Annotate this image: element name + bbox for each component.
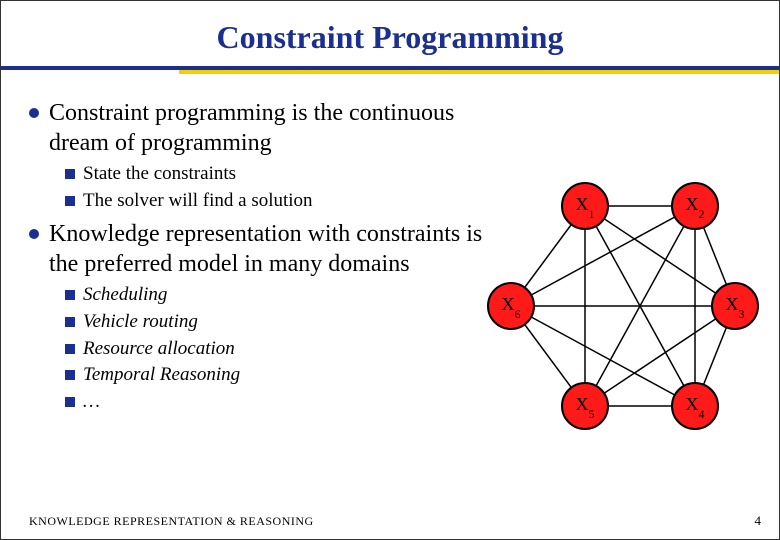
bullet-2-5: … [65,390,489,415]
bullet-square-icon [65,370,75,380]
bullet-2-3-text: Resource allocation [83,337,235,362]
graph-node-label: X3 [726,294,745,319]
bullet-1-2: The solver will find a solution [65,189,489,214]
bullet-2-3: Resource allocation [65,337,489,362]
graph-node-label: X5 [576,394,595,419]
bullet-square-icon [65,196,75,206]
graph-node-x6: X6 [487,282,535,330]
graph-node-label: X6 [502,294,521,319]
graph-node-x5: X5 [561,382,609,430]
bullet-square-icon [65,344,75,354]
bullet-1-1-text: State the constraints [83,162,236,187]
bullet-2-5-text: … [83,390,100,415]
text-column: Constraint programming is the continuous… [29,92,489,417]
bullet-2-2: Vehicle routing [65,310,489,335]
graph-node-label: X4 [686,394,705,419]
bullet-2-text: Knowledge representation with constraint… [49,219,489,279]
bullet-2-1: Scheduling [65,283,489,308]
bullet-2: Knowledge representation with constraint… [29,219,489,279]
graph-node-label: X2 [686,194,705,219]
bullet-2-1-text: Scheduling [83,283,167,308]
slide-title: Constraint Programming [29,19,751,56]
title-divider [29,66,751,74]
page-number: 4 [755,513,762,529]
bullet-2-2-text: Vehicle routing [83,310,198,335]
bullet-1-1: State the constraints [65,162,489,187]
bullet-square-icon [65,169,75,179]
bullet-2-4: Temporal Reasoning [65,363,489,388]
bullet-square-icon [65,317,75,327]
bullet-1-text: Constraint programming is the continuous… [49,98,489,158]
bullet-dot-icon [29,229,39,239]
bullet-1-2-text: The solver will find a solution [83,189,313,214]
graph-node-label: X1 [576,194,595,219]
footer-text: KNOWLEDGE REPRESENTATION & REASONING [29,514,314,529]
graph-node-x4: X4 [671,382,719,430]
bullet-square-icon [65,290,75,300]
bullet-1: Constraint programming is the continuous… [29,98,489,158]
graph-node-x3: X3 [711,282,759,330]
constraint-graph: X1 X2 X3 X4 X5 X6 [479,176,759,436]
bullet-square-icon [65,397,75,407]
graph-node-x2: X2 [671,182,719,230]
bullet-dot-icon [29,108,39,118]
bullet-2-4-text: Temporal Reasoning [83,363,240,388]
graph-node-x1: X1 [561,182,609,230]
